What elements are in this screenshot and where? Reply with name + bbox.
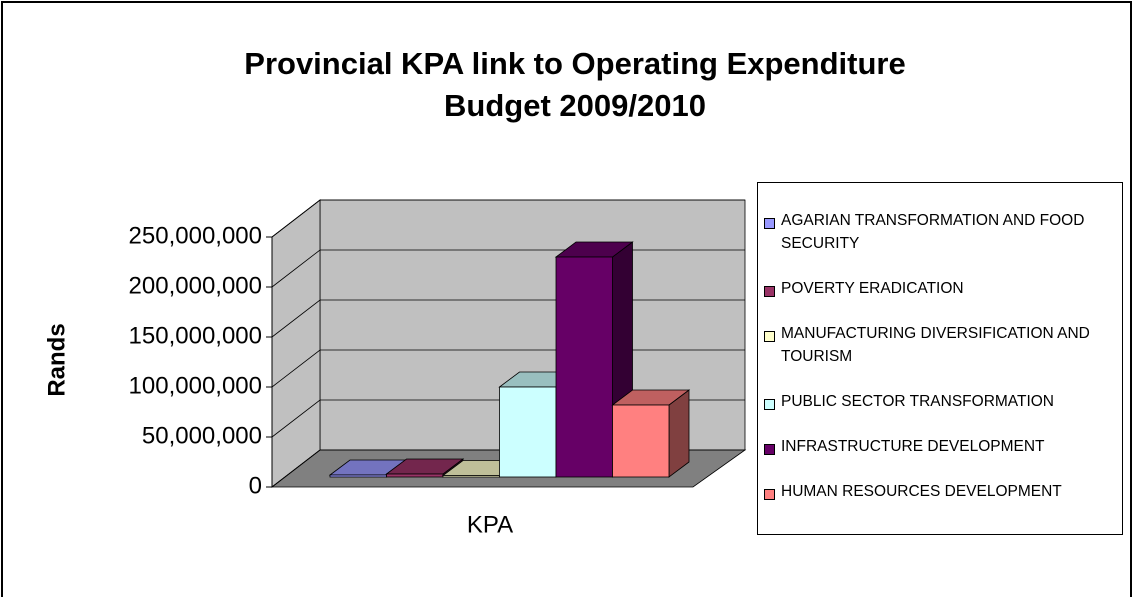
legend-swatch <box>764 286 775 297</box>
legend-item: AGARIAN TRANSFORMATION AND FOOD SECURITY <box>758 212 1122 255</box>
bar <box>386 473 444 478</box>
bar <box>499 386 557 478</box>
y-tick-label: 200,000,000 <box>129 272 262 299</box>
legend-label: HUMAN RESOURCES DEVELOPMENT <box>781 483 1062 500</box>
legend-item: HUMAN RESOURCES DEVELOPMENT <box>758 483 1122 503</box>
bar <box>555 256 613 478</box>
y-axis-label: Rands <box>43 323 70 396</box>
y-tick-label: 100,000,000 <box>129 372 262 399</box>
y-tick-label: 0 <box>249 472 262 499</box>
legend-item: INFRASTRUCTURE DEVELOPMENT <box>758 438 1122 458</box>
legend: AGARIAN TRANSFORMATION AND FOOD SECURITY… <box>757 182 1123 535</box>
bar <box>329 474 387 478</box>
legend-label: POVERTY ERADICATION <box>781 280 964 297</box>
chart-title: Provincial KPA link to Operating Expendi… <box>244 46 905 81</box>
bar <box>442 475 500 478</box>
legend-item: PUBLIC SECTOR TRANSFORMATION <box>758 393 1122 413</box>
legend-swatch <box>764 331 775 342</box>
legend-item: MANUFACTURING DIVERSIFICATION AND TOURIS… <box>758 325 1122 368</box>
legend-label: PUBLIC SECTOR TRANSFORMATION <box>781 393 1055 410</box>
y-tick-label: 250,000,000 <box>129 222 262 249</box>
legend-label: AGARIAN TRANSFORMATION AND FOOD SECURITY <box>781 212 1085 252</box>
grid-line <box>271 199 745 238</box>
y-tick-label: 50,000,000 <box>142 422 262 449</box>
legend-item: POVERTY ERADICATION <box>758 280 1122 300</box>
y-tick-label: 150,000,000 <box>129 322 262 349</box>
legend-label: MANUFACTURING DIVERSIFICATION AND TOURIS… <box>781 325 1090 365</box>
x-tick-label: KPA <box>467 511 513 538</box>
bar <box>612 404 670 478</box>
legend-swatch <box>764 444 775 455</box>
legend-swatch <box>764 218 775 229</box>
legend-label: INFRASTRUCTURE DEVELOPMENT <box>781 438 1045 455</box>
legend-swatch <box>764 399 775 410</box>
chart-subtitle: Budget 2009/2010 <box>444 88 706 123</box>
legend-swatch <box>764 489 775 500</box>
side-wall <box>271 199 321 488</box>
